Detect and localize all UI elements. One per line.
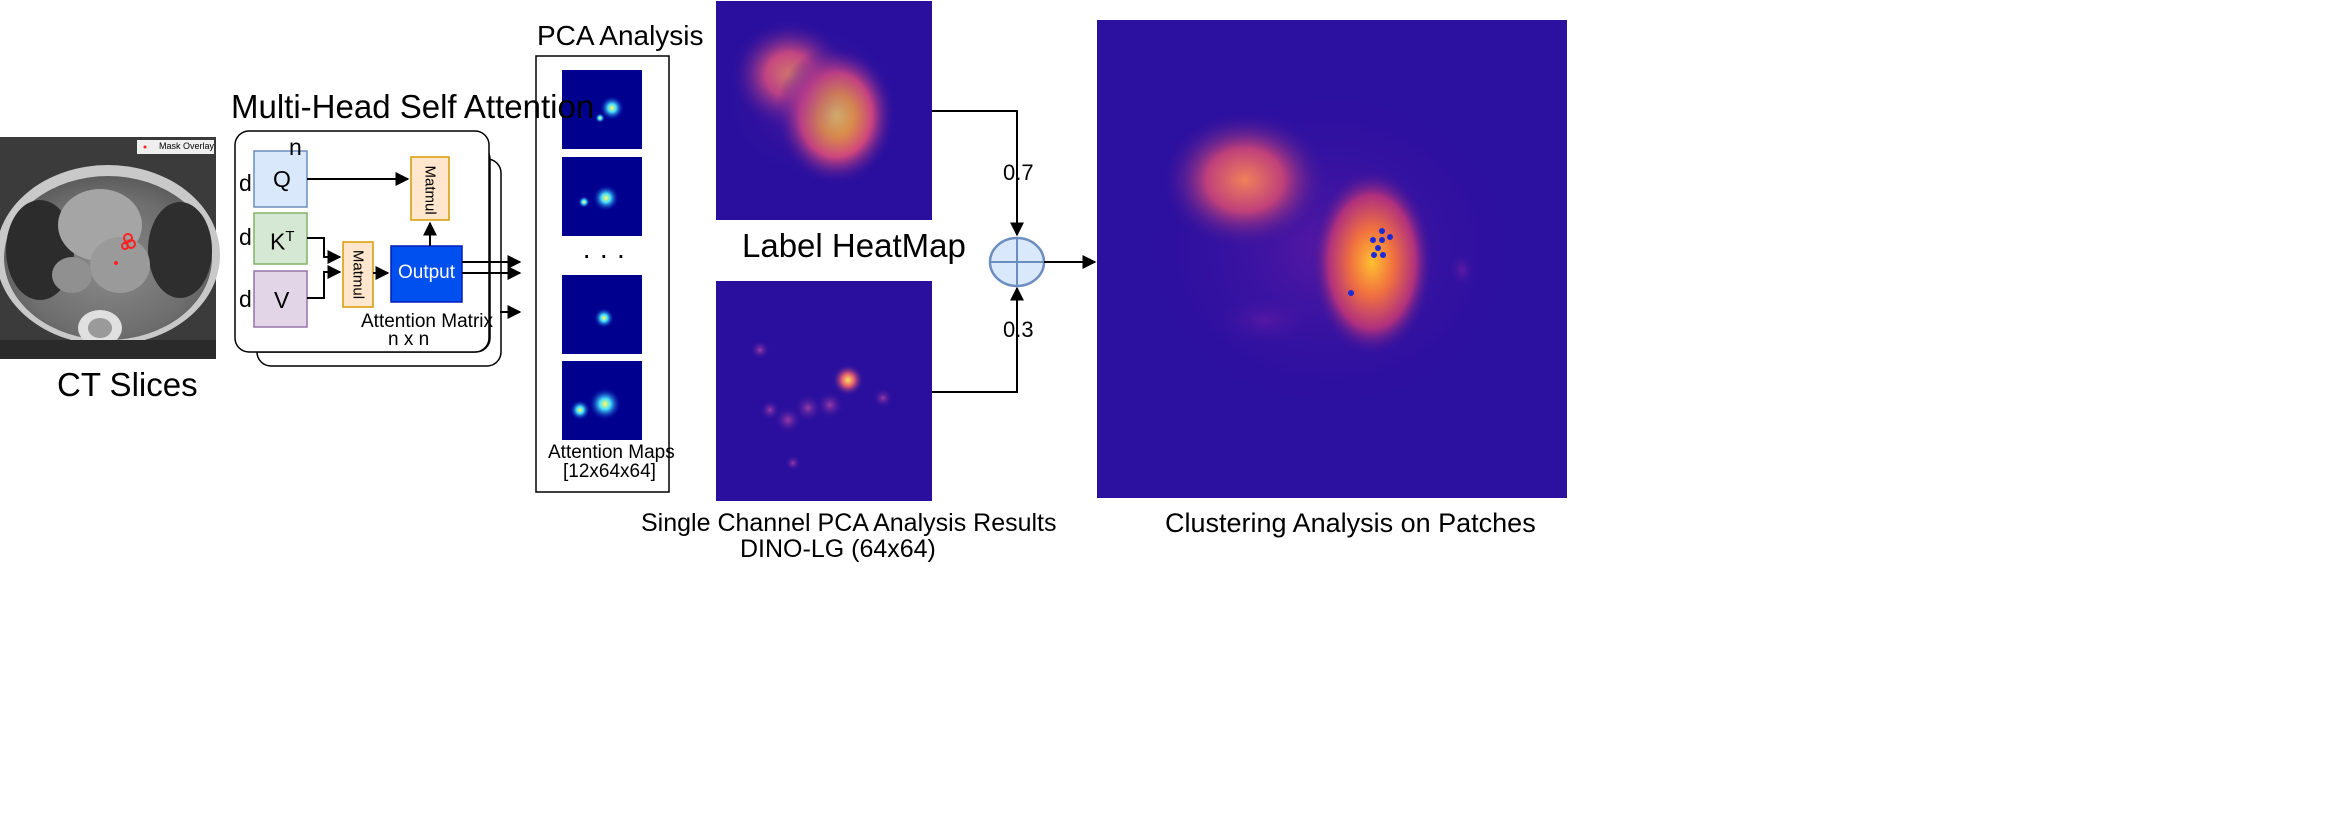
matmul-top-block bbox=[410, 156, 450, 221]
v-label: V bbox=[274, 287, 290, 313]
ct-slices-label: CT Slices bbox=[57, 366, 198, 403]
attention-matrix-label: Attention Matrix bbox=[361, 311, 493, 332]
attention-maps-caption: Attention Maps bbox=[548, 442, 675, 463]
attention-matrix-size: n x n bbox=[388, 329, 430, 350]
dim-n-label: n bbox=[289, 134, 302, 160]
attention-map-2 bbox=[562, 157, 642, 236]
pca-ellipsis: · · · bbox=[582, 239, 626, 270]
dim-d-label-v: d bbox=[239, 286, 252, 312]
k-superscript: T bbox=[285, 228, 295, 245]
pca-result-heatmap-image bbox=[716, 281, 932, 501]
q-label: Q bbox=[273, 166, 291, 192]
cluster-patch-points bbox=[1348, 228, 1393, 296]
q-block bbox=[253, 150, 308, 208]
k-block bbox=[253, 212, 308, 265]
label-heatmap-to-fusion-arrow bbox=[932, 110, 1024, 237]
matmul-mid-block bbox=[342, 241, 374, 308]
output-block bbox=[390, 245, 463, 303]
k-label: KT bbox=[270, 228, 295, 256]
weight-label-bottom: 0.3 bbox=[1003, 317, 1034, 342]
mhsa-title: Multi-Head Self Attention bbox=[231, 88, 595, 125]
dim-d-label-k: d bbox=[239, 224, 252, 250]
attention-maps-shape: [12x64x64] bbox=[563, 461, 656, 482]
dino-lg-caption: DINO-LG (64x64) bbox=[740, 535, 936, 563]
pca-analysis-title: PCA Analysis bbox=[537, 20, 704, 51]
v-block bbox=[253, 270, 308, 328]
pca-result-to-fusion-arrow bbox=[932, 286, 1024, 393]
weight-label-top: 0.7 bbox=[1003, 160, 1034, 185]
output-label: Output bbox=[397, 262, 456, 283]
pca-results-caption: Single Channel PCA Analysis Results bbox=[641, 509, 1057, 537]
matmul-top-label: Matmul bbox=[421, 165, 439, 215]
dim-d-label-q: d bbox=[239, 170, 252, 196]
k-label-text: K bbox=[270, 228, 286, 255]
clustering-result-image bbox=[1097, 20, 1567, 498]
ct-slice-image bbox=[0, 137, 220, 359]
attention-map-3 bbox=[562, 275, 642, 354]
v-to-matmul-arrow bbox=[307, 265, 342, 299]
mask-overlay-legend: Mask Overlay bbox=[159, 141, 215, 151]
attention-map-4 bbox=[562, 361, 642, 440]
label-heatmap-title: Label HeatMap bbox=[742, 227, 966, 264]
k-to-matmul-arrow bbox=[307, 237, 342, 264]
label-heatmap-image bbox=[716, 1, 932, 220]
attention-map-1 bbox=[562, 70, 642, 149]
clustering-title: Clustering Analysis on Patches bbox=[1165, 508, 1536, 538]
matmul-mid-label: Matmul bbox=[349, 249, 367, 300]
